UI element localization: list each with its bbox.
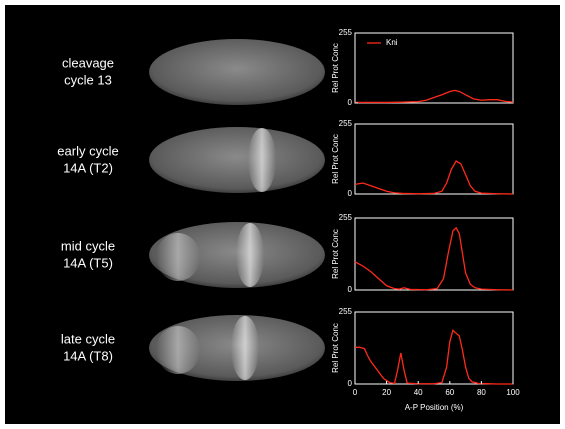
embryo-stripe [156, 233, 200, 281]
data-line [355, 89, 514, 104]
y-tick-label: 255 [339, 213, 353, 222]
embryo-stripe [156, 326, 200, 374]
x-tick-label: 40 [414, 388, 423, 397]
stage-label: 14A (T2) [63, 160, 113, 175]
y-axis-label: Rel Prot Conc [331, 229, 340, 279]
x-tick-label: 20 [382, 388, 391, 397]
stage-label: early cycle [57, 143, 118, 158]
stage-label: cycle 13 [64, 72, 112, 87]
y-tick-label: 0 [348, 189, 353, 198]
x-tick-label: 0 [353, 388, 358, 397]
data-line [355, 329, 513, 385]
embryo-stripe [248, 128, 276, 192]
stage-label: 14A (T5) [63, 255, 113, 270]
x-tick-label: 100 [506, 388, 520, 397]
stage-label: 14A (T8) [63, 348, 113, 363]
y-tick-label: 255 [339, 28, 353, 37]
embryo [149, 39, 325, 105]
embryo-stripe [231, 316, 259, 380]
y-tick-label: 0 [348, 285, 353, 294]
stage-label: mid cycle [61, 238, 115, 253]
data-line [354, 160, 514, 195]
stage-label: late cycle [61, 331, 115, 346]
x-axis-label: A-P Position (%) [405, 403, 464, 412]
y-tick-label: 255 [339, 119, 353, 128]
legend-label: Kni [386, 38, 398, 47]
y-tick-label: 0 [348, 379, 353, 388]
y-tick-label: 0 [348, 98, 353, 107]
y-axis-label: Rel Prot Conc [331, 323, 340, 373]
y-axis-label: Rel Prot Conc [331, 43, 340, 93]
embryo [149, 127, 325, 193]
data-line [354, 226, 514, 291]
x-tick-label: 60 [445, 388, 454, 397]
x-tick-label: 80 [477, 388, 486, 397]
plot-frame [354, 217, 514, 291]
stage-label: cleavage [62, 55, 114, 70]
y-axis-label: Rel Prot Conc [331, 134, 340, 184]
y-tick-label: 255 [339, 307, 353, 316]
embryo-stripe [236, 223, 264, 287]
plot-frame [354, 32, 514, 104]
